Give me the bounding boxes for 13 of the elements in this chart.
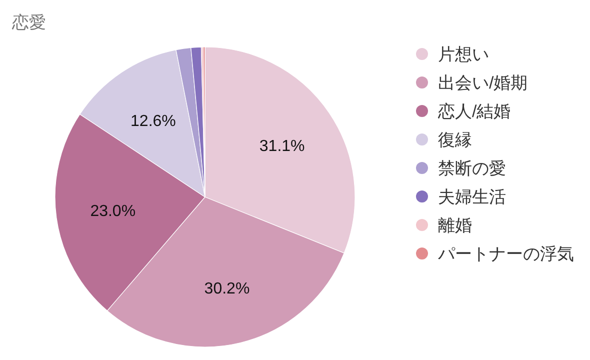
legend-label: パートナーの浮気 xyxy=(437,244,574,264)
legend-label: 離婚 xyxy=(438,216,472,235)
data-label: 23.0% xyxy=(90,202,136,220)
legend-label: 復縁 xyxy=(438,130,472,150)
chart-title: 恋愛 xyxy=(11,13,46,32)
legend-label: 恋人/結婚 xyxy=(437,102,511,121)
legend-label: 出会い/婚期 xyxy=(438,74,528,92)
data-label: 12.6% xyxy=(130,112,176,130)
legend-label: 片想い xyxy=(438,45,489,64)
legend-label: 禁断の愛 xyxy=(438,159,506,178)
legend-label: 夫婦生活 xyxy=(438,188,506,206)
data-label: 30.2% xyxy=(204,280,250,298)
data-label: 31.1% xyxy=(259,138,305,155)
